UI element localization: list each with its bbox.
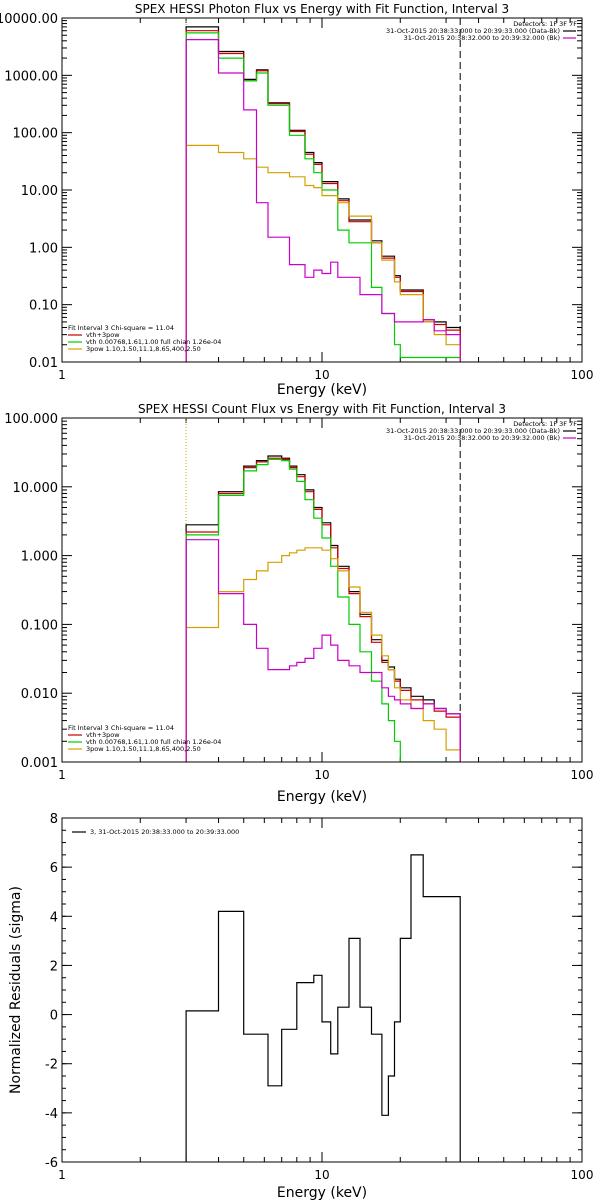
legend-entry-label: 3pow 1.10,1.50,11.1,8.65,400,2.50 xyxy=(86,345,201,353)
y-tick-label: 6 xyxy=(50,861,58,876)
x-tick-label: 10 xyxy=(314,768,329,782)
series-line-residuals xyxy=(185,854,461,1162)
series-line-vth-3pow xyxy=(185,30,461,362)
plot-frame xyxy=(61,17,583,363)
y-tick-label: 8 xyxy=(50,812,58,827)
series-line-3pow xyxy=(185,547,461,762)
chart-panel-2: SPEX HESSI Count Flux vs Energy with Fit… xyxy=(4,402,593,805)
legend-entry-label: 3, 31-Oct-2015 20:38:33.000 to 20:39:33.… xyxy=(90,828,239,836)
legend-title: Fit Interval 3 Chi-square = 11.04 xyxy=(68,324,174,332)
legend-entry-label: 3pow 1.10,1.50,11.1,8.65,400,2.50 xyxy=(86,745,201,753)
y-tick-label: 0.001 xyxy=(21,756,58,771)
x-axis-label: Energy (keV) xyxy=(277,789,367,805)
plot-frame xyxy=(61,417,583,763)
y-tick-label: 10.00 xyxy=(21,184,58,199)
chart-title: SPEX HESSI Count Flux vs Energy with Fit… xyxy=(138,402,506,416)
y-tick-label: 10000.00 xyxy=(0,12,58,27)
x-tick-label: 10 xyxy=(314,368,329,382)
legend-title: Detectors: 1F 3F 7F xyxy=(513,420,577,428)
y-tick-label: -6 xyxy=(45,1156,58,1171)
y-tick-label: 0 xyxy=(50,1009,58,1024)
legend-entry-label: vth 0.00768,1.61,1.00 full chian 1.26e-0… xyxy=(86,338,221,346)
series-line-vth-3pow xyxy=(185,457,461,762)
legend-entry-label: vth 0.00768,1.61,1.00 full chian 1.26e-0… xyxy=(86,738,221,746)
legend-bottom-left: Fit Interval 3 Chi-square = 11.04vth+3po… xyxy=(68,724,221,753)
y-tick-label: -2 xyxy=(45,1058,58,1073)
y-tick-label: 4 xyxy=(50,910,58,925)
series-line-bk xyxy=(185,39,461,362)
y-tick-label: 0.01 xyxy=(29,356,58,371)
y-tick-label: 0.100 xyxy=(21,618,58,633)
legend-entry-label: 31-Oct-2015 20:38:33.000 to 20:39:33.000… xyxy=(386,27,560,35)
legend-top-left: 3, 31-Oct-2015 20:38:33.000 to 20:39:33.… xyxy=(72,828,239,836)
x-tick-label: 100 xyxy=(571,1168,594,1182)
y-tick-label: 100.00 xyxy=(13,127,59,142)
plot-frame xyxy=(61,817,583,1163)
legend-entry-label: 31-Oct-2015 20:38:32.000 to 20:39:32.000… xyxy=(404,434,560,442)
legend-title: Detectors: 1F 3F 7F xyxy=(513,20,577,28)
legend-entry-label: 31-Oct-2015 20:38:33.000 to 20:39:33.000… xyxy=(386,427,560,435)
x-axis-label: Energy (keV) xyxy=(277,382,367,398)
x-tick-label: 1 xyxy=(58,768,66,782)
legend-entry-label: vth+3pow xyxy=(86,731,120,739)
chart-title: SPEX HESSI Photon Flux vs Energy with Fi… xyxy=(135,2,509,16)
y-tick-label: 1.000 xyxy=(21,550,58,565)
chart-panel-1: SPEX HESSI Photon Flux vs Energy with Fi… xyxy=(0,2,593,398)
legend-title: Fit Interval 3 Chi-square = 11.04 xyxy=(68,724,174,732)
series-line-data-bk xyxy=(185,455,461,762)
x-tick-label: 100 xyxy=(571,368,594,382)
x-tick-label: 10 xyxy=(314,1168,329,1182)
series-line-3pow xyxy=(185,144,461,362)
y-tick-label: 10.000 xyxy=(13,481,59,496)
legend-entry-label: vth+3pow xyxy=(86,331,120,339)
chart-panel-3: 1 10 100 -6 -4 -2 0 2 4 6 8 Energy (keV) Normalized … xyxy=(8,812,593,1200)
y-axis-label: Normalized Residuals (sigma) xyxy=(8,886,24,1094)
series-line-bk xyxy=(185,539,461,762)
y-tick-label: 1.00 xyxy=(29,241,58,256)
x-axis-label: Energy (keV) xyxy=(277,1185,367,1200)
y-tick-label: 0.10 xyxy=(29,299,58,314)
y-tick-label: -4 xyxy=(45,1107,58,1122)
series-line-vth xyxy=(185,32,461,362)
x-tick-label: 1 xyxy=(58,368,66,382)
series-line-vth xyxy=(185,458,461,762)
x-tick-label: 1 xyxy=(58,1168,66,1182)
x-tick-label: 100 xyxy=(571,768,594,782)
y-tick-label: 2 xyxy=(50,959,58,974)
y-tick-label: 0.010 xyxy=(21,687,58,702)
legend-bottom-left: Fit Interval 3 Chi-square = 11.04vth+3po… xyxy=(68,324,221,353)
y-tick-label: 100.000 xyxy=(4,412,58,427)
legend-entry-label: 31-Oct-2015 20:38:32.000 to 20:39:32.000… xyxy=(404,34,560,42)
series-line-data-bk xyxy=(185,26,461,362)
y-tick-label: 1000.00 xyxy=(4,69,58,84)
